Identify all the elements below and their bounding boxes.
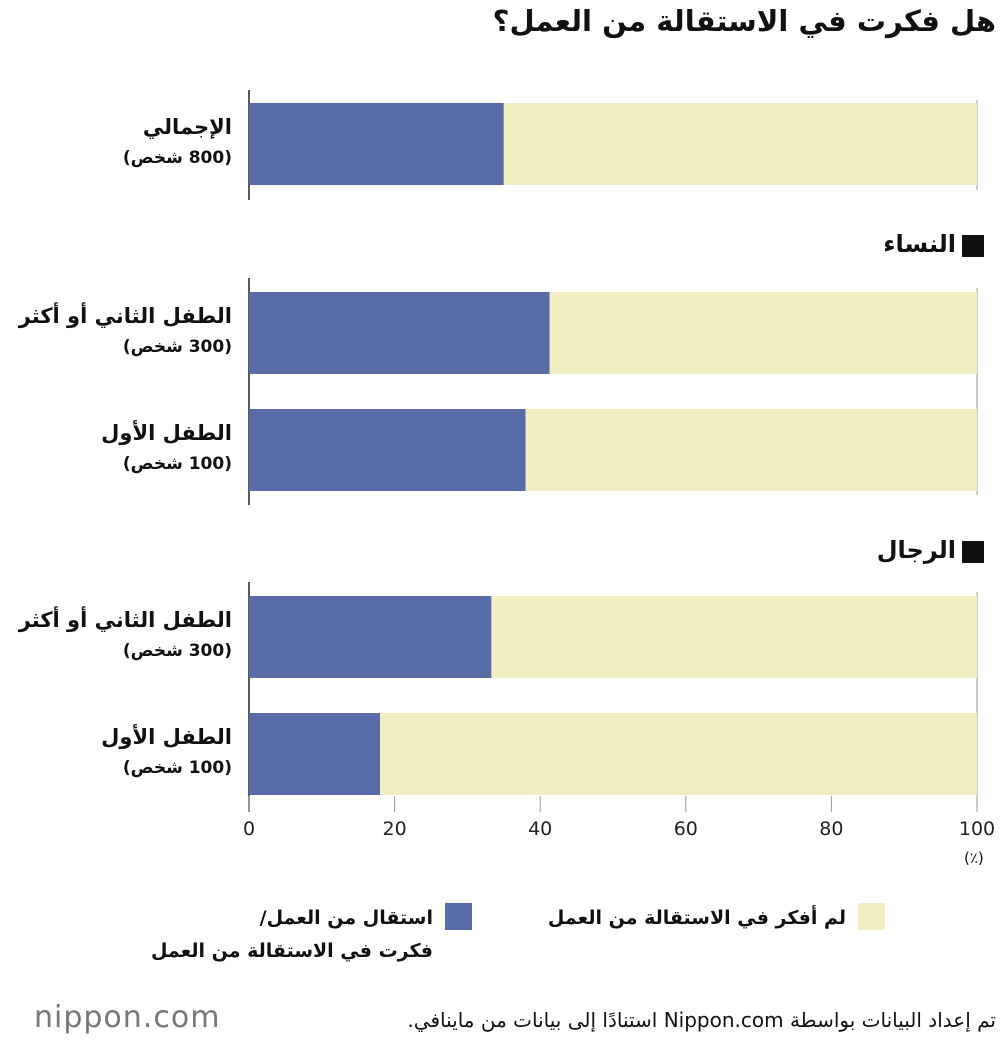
category-sublabel: (300 شخص) [122, 641, 232, 661]
chart-title: هل فكرت في الاستقالة من العمل؟ [492, 4, 996, 38]
bar-segment [249, 596, 492, 678]
category-label: الطفل الثاني أو أكثر [18, 304, 232, 328]
bar-segment [380, 713, 977, 795]
category-sublabel: (800 شخص) [122, 148, 232, 168]
x-tick-label: 100 [959, 818, 995, 840]
bar-segment [549, 292, 977, 374]
x-tick-label: 20 [383, 818, 407, 840]
legend-label: استقال من العمل/ فكرت في الاستقالة من ال… [150, 907, 433, 962]
bar-segment [249, 292, 550, 374]
category-sublabel: (300 شخص) [122, 337, 232, 357]
legend-swatch [858, 903, 885, 930]
bar-segment [491, 596, 977, 678]
bar-segment [525, 409, 977, 491]
x-tick-label: 40 [528, 818, 552, 840]
x-tick-label: 60 [674, 818, 698, 840]
bar-segment [249, 713, 381, 795]
x-tick-label: 0 [243, 818, 255, 840]
x-tick-label: 80 [819, 818, 843, 840]
legend-label: لم أفكر في الاستقالة من العمل [547, 907, 846, 929]
category-sublabel: (100 شخص) [122, 454, 232, 474]
x-unit: (٪) [964, 849, 984, 867]
section-header: النساء [883, 230, 956, 258]
header-marker [962, 541, 984, 563]
section-header: الرجال [876, 536, 956, 564]
header-marker [962, 235, 984, 257]
category-label: الطفل الأول [101, 725, 232, 749]
category-label: الطفل الأول [101, 421, 232, 445]
category-label: الإجمالي [142, 115, 232, 139]
legend-swatch [445, 903, 472, 930]
bar-segment [249, 103, 504, 185]
bar-segment [503, 103, 977, 185]
category-label: الطفل الثاني أو أكثر [18, 608, 232, 632]
source-note: تم إعداد البيانات بواسطة Nippon.com استن… [407, 1008, 996, 1032]
bar-segment [249, 409, 526, 491]
category-sublabel: (100 شخص) [122, 758, 232, 778]
logo: nippon.com [34, 1000, 221, 1035]
